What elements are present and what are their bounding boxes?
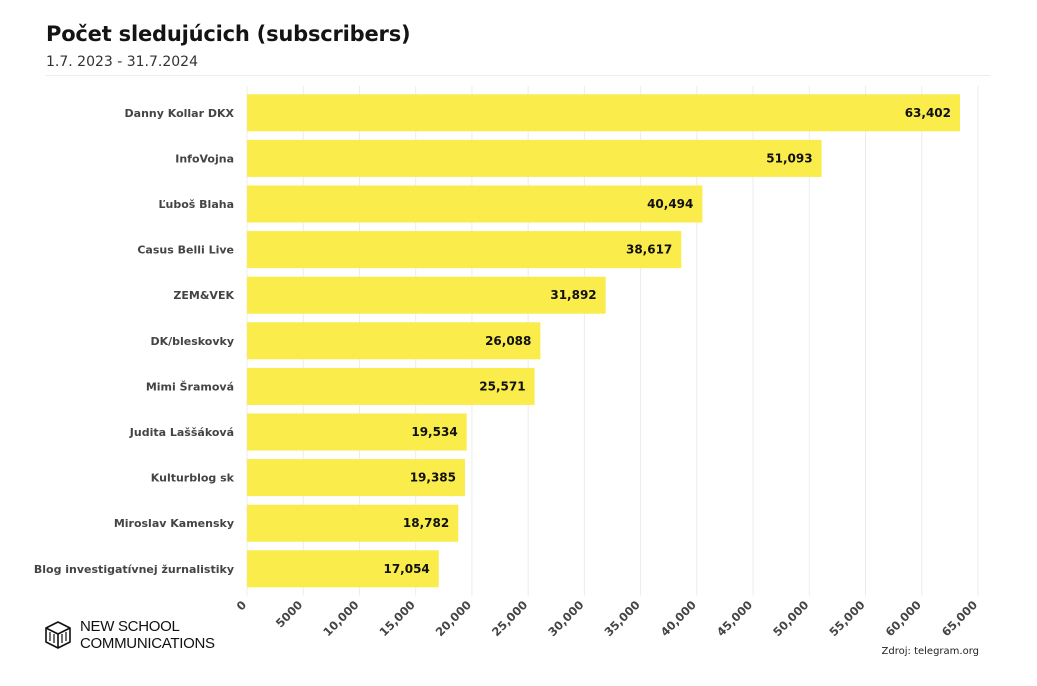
value-label: 19,534 xyxy=(411,425,457,439)
x-tick-label: 55,000 xyxy=(826,598,867,639)
brand-logo: NEW SCHOOL COMMUNICATIONS xyxy=(42,618,215,652)
bar xyxy=(247,550,439,588)
value-label: 63,402 xyxy=(905,106,951,120)
bar xyxy=(247,413,467,451)
x-tick-label: 60,000 xyxy=(883,598,924,639)
x-tick-label: 65,000 xyxy=(939,598,980,639)
title-divider xyxy=(46,75,990,76)
value-label: 40,494 xyxy=(647,197,693,211)
x-tick-label: 50,000 xyxy=(770,598,811,639)
bar xyxy=(247,231,682,269)
category-label: InfoVojna xyxy=(175,152,234,165)
category-label: ZEM&VEK xyxy=(173,289,234,302)
value-label: 31,892 xyxy=(550,288,596,302)
bar xyxy=(247,139,822,177)
value-label: 26,088 xyxy=(485,334,531,348)
value-label: 17,054 xyxy=(383,562,429,576)
chart-title: Počet sledujúcich (subscribers) xyxy=(46,22,411,46)
category-label: DK/bleskovky xyxy=(150,335,234,348)
value-label: 18,782 xyxy=(403,516,449,530)
category-label: Casus Belli Live xyxy=(137,244,234,257)
x-tick-label: 35,000 xyxy=(601,598,642,639)
bar xyxy=(247,94,961,132)
x-tick-label: 30,000 xyxy=(545,598,586,639)
x-tick-label: 40,000 xyxy=(658,598,699,639)
x-tick-label: 45,000 xyxy=(714,598,755,639)
source-note: Zdroj: telegram.org xyxy=(881,646,979,657)
category-label: Mimi Šramová xyxy=(146,380,234,393)
x-tick-label: 15,000 xyxy=(377,598,418,639)
category-label: Judita Laššáková xyxy=(129,426,234,439)
value-label: 38,617 xyxy=(626,243,672,257)
brand-line-1: NEW SCHOOL xyxy=(80,618,180,635)
category-label: Danny Kollar DKX xyxy=(125,107,235,120)
value-label: 51,093 xyxy=(766,151,812,165)
x-tick-label: 5000 xyxy=(273,598,306,631)
bar xyxy=(247,459,466,497)
chart-subtitle: 1.7. 2023 - 31.7.2024 xyxy=(46,54,198,70)
value-label: 25,571 xyxy=(479,379,525,393)
bar xyxy=(247,185,703,223)
x-tick-label: 25,000 xyxy=(489,598,530,639)
bar xyxy=(247,322,541,360)
category-label: Blog investigatívnej žurnalistiky xyxy=(34,563,234,576)
bar xyxy=(247,504,459,542)
x-tick-label: 20,000 xyxy=(433,598,474,639)
x-tick-label: 0 xyxy=(234,598,250,614)
category-label: Ľuboš Blaha xyxy=(159,198,234,211)
bar xyxy=(247,367,535,405)
cube-logo-icon xyxy=(45,621,71,649)
category-label: Miroslav Kamensky xyxy=(114,517,234,530)
brand-line-2: COMMUNICATIONS xyxy=(80,635,215,652)
x-tick-label: 10,000 xyxy=(320,598,361,639)
category-label: Kulturblog sk xyxy=(151,472,235,485)
bar xyxy=(247,276,606,314)
value-label: 19,385 xyxy=(410,471,456,485)
